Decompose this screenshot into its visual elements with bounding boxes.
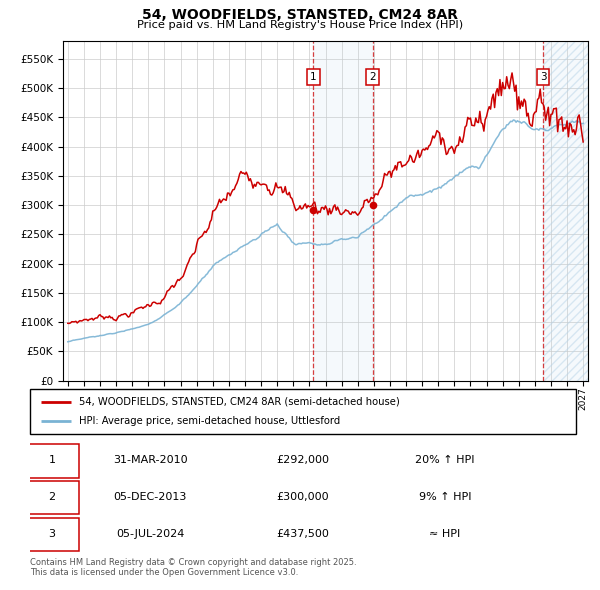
Text: 54, WOODFIELDS, STANSTED, CM24 8AR (semi-detached house): 54, WOODFIELDS, STANSTED, CM24 8AR (semi…	[79, 397, 400, 407]
Text: HPI: Average price, semi-detached house, Uttlesford: HPI: Average price, semi-detached house,…	[79, 417, 340, 426]
Text: Contains HM Land Registry data © Crown copyright and database right 2025.
This d: Contains HM Land Registry data © Crown c…	[30, 558, 356, 577]
Text: 20% ↑ HPI: 20% ↑ HPI	[415, 455, 475, 466]
Text: 3: 3	[540, 72, 547, 82]
FancyBboxPatch shape	[27, 481, 79, 514]
FancyBboxPatch shape	[27, 518, 79, 551]
Text: 2: 2	[369, 72, 376, 82]
Text: 3: 3	[49, 529, 55, 539]
FancyBboxPatch shape	[30, 389, 576, 434]
Text: 1: 1	[49, 455, 55, 466]
Text: 2: 2	[48, 492, 55, 502]
Bar	[543, 41, 588, 381]
Bar	[543, 41, 588, 381]
Text: ≈ HPI: ≈ HPI	[430, 529, 461, 539]
Text: Price paid vs. HM Land Registry's House Price Index (HPI): Price paid vs. HM Land Registry's House …	[137, 20, 463, 30]
Text: 9% ↑ HPI: 9% ↑ HPI	[419, 492, 471, 502]
Text: 54, WOODFIELDS, STANSTED, CM24 8AR: 54, WOODFIELDS, STANSTED, CM24 8AR	[142, 8, 458, 22]
Text: 05-DEC-2013: 05-DEC-2013	[113, 492, 187, 502]
Text: 1: 1	[310, 72, 317, 82]
Text: £292,000: £292,000	[277, 455, 329, 466]
Text: £300,000: £300,000	[277, 492, 329, 502]
FancyBboxPatch shape	[27, 444, 79, 477]
Text: 05-JUL-2024: 05-JUL-2024	[116, 529, 184, 539]
Bar	[313, 41, 373, 381]
Text: £437,500: £437,500	[277, 529, 329, 539]
Text: 31-MAR-2010: 31-MAR-2010	[113, 455, 187, 466]
